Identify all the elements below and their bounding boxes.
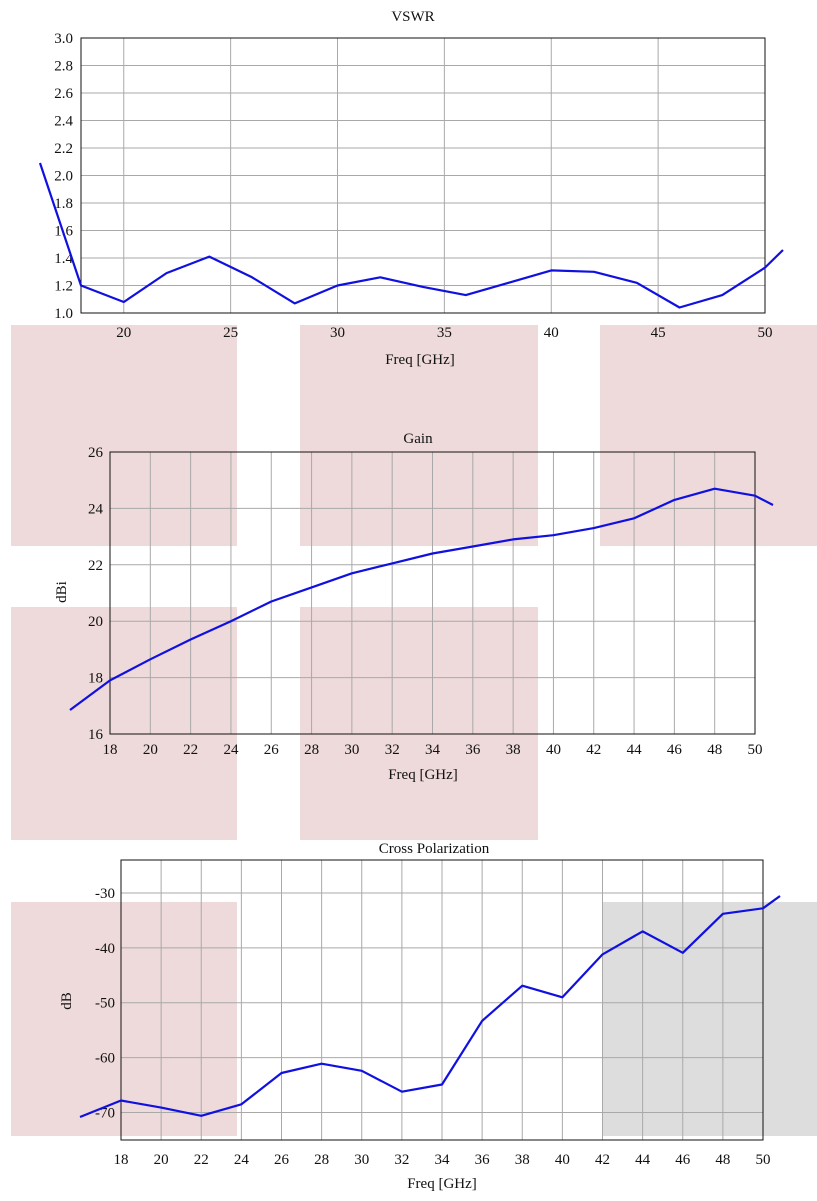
x-tick-label: 35	[437, 325, 452, 341]
x-tick-label: 40	[546, 742, 561, 758]
x-tick-label: 46	[667, 742, 683, 758]
y-tick-label: 3.0	[54, 31, 73, 47]
y-tick-label: -60	[95, 1051, 115, 1067]
cross-polarization-y-axis-label: dB	[59, 992, 75, 1010]
cross-polarization-title: Cross Polarization	[379, 841, 490, 857]
x-tick-label: 46	[675, 1152, 691, 1168]
y-tick-label: -40	[95, 941, 115, 957]
x-tick-label: 50	[756, 1152, 771, 1168]
x-tick-label: 36	[465, 742, 481, 758]
x-tick-label: 20	[116, 325, 131, 341]
x-tick-label: 48	[715, 1152, 730, 1168]
shade-region	[600, 325, 817, 546]
x-tick-label: 45	[651, 325, 666, 341]
shade-region	[300, 607, 538, 840]
x-tick-label: 22	[194, 1152, 209, 1168]
y-tick-label: 1.0	[54, 306, 73, 322]
x-tick-label: 42	[586, 742, 601, 758]
gain-title: Gain	[403, 431, 433, 447]
x-tick-label: 30	[330, 325, 345, 341]
x-tick-label: 34	[435, 1152, 451, 1168]
vswr-grid	[81, 38, 765, 313]
shade-region	[11, 325, 237, 546]
y-tick-label: 16	[88, 727, 104, 743]
vswr-x-axis-label: Freq [GHz]	[385, 352, 455, 368]
x-tick-label: 48	[707, 742, 722, 758]
x-tick-label: 32	[394, 1152, 409, 1168]
cross-polarization-x-axis-label: Freq [GHz]	[407, 1176, 477, 1192]
y-tick-label: -50	[95, 996, 115, 1012]
x-tick-label: 24	[223, 742, 239, 758]
x-tick-label: 44	[635, 1152, 651, 1168]
x-tick-label: 18	[103, 742, 118, 758]
y-tick-label: 20	[88, 614, 103, 630]
x-tick-label: 30	[344, 742, 359, 758]
y-tick-label: 2.2	[54, 141, 73, 157]
x-tick-label: 30	[354, 1152, 369, 1168]
gain-x-axis-label: Freq [GHz]	[388, 767, 458, 783]
y-tick-label: -30	[95, 886, 115, 902]
y-tick-label: 2.0	[54, 169, 73, 185]
x-tick-label: 50	[748, 742, 763, 758]
shade-region	[11, 607, 237, 840]
x-tick-label: 36	[475, 1152, 491, 1168]
y-tick-label: 18	[88, 671, 103, 687]
x-tick-label: 22	[183, 742, 198, 758]
x-tick-label: 28	[304, 742, 319, 758]
x-tick-label: 42	[595, 1152, 610, 1168]
x-tick-label: 32	[385, 742, 400, 758]
x-tick-label: 38	[515, 1152, 530, 1168]
y-tick-label: 24	[88, 501, 104, 517]
x-tick-label: 44	[627, 742, 643, 758]
x-tick-label: 20	[143, 742, 158, 758]
y-tick-label: 1.2	[54, 279, 73, 295]
gain-y-axis-label: dBi	[54, 581, 70, 603]
cross-polarization-x-ticks: 18 20 22 24 26 28 30 32 34 36 38 40 42 44 46 48 50	[114, 1152, 771, 1168]
x-tick-label: 18	[114, 1152, 129, 1168]
y-tick-label: 22	[88, 558, 103, 574]
x-tick-label: 50	[758, 325, 773, 341]
x-tick-label: 34	[425, 742, 441, 758]
x-tick-label: 20	[154, 1152, 169, 1168]
x-tick-label: 24	[234, 1152, 250, 1168]
x-tick-label: 40	[555, 1152, 570, 1168]
x-tick-label: 40	[544, 325, 559, 341]
vswr-y-ticks: 1.01.21.41.61.82.02.22.42.62.83.0	[54, 31, 73, 322]
y-tick-label: 2.8	[54, 59, 73, 75]
x-tick-label: 38	[506, 742, 521, 758]
x-tick-label: 25	[223, 325, 238, 341]
x-tick-label: 26	[264, 742, 280, 758]
x-tick-label: 26	[274, 1152, 290, 1168]
y-tick-label: 2.4	[54, 114, 73, 130]
vswr-title: VSWR	[391, 9, 434, 25]
y-tick-label: 2.6	[54, 86, 73, 102]
x-tick-label: 28	[314, 1152, 329, 1168]
y-tick-label: 1.8	[54, 196, 73, 212]
y-tick-label: 26	[88, 445, 104, 461]
